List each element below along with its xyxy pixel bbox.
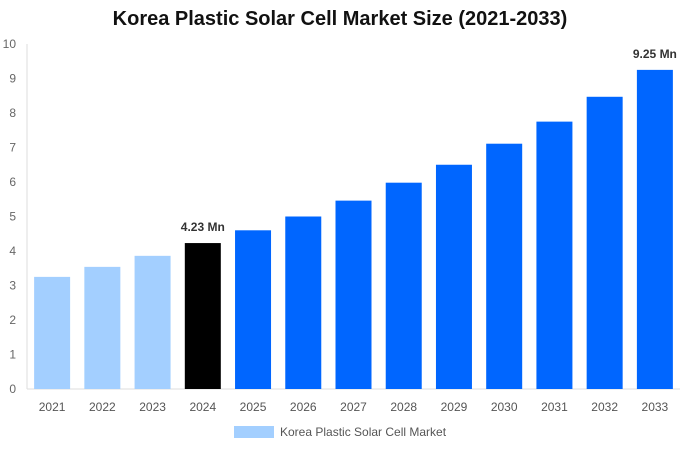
- y-tick-label: 2: [9, 313, 16, 327]
- y-tick-label: 0: [9, 382, 16, 396]
- y-tick-label: 1: [9, 348, 16, 362]
- x-tick-label: 2032: [591, 400, 618, 414]
- bar-2022[interactable]: [84, 266, 121, 389]
- bar-2032[interactable]: [586, 96, 623, 389]
- bar-2026[interactable]: [285, 216, 322, 390]
- x-tick-label: 2028: [390, 400, 417, 414]
- legend[interactable]: Korea Plastic Solar Cell Market: [234, 425, 446, 439]
- y-tick-label: 9: [9, 72, 16, 86]
- x-tick-label: 2029: [441, 400, 468, 414]
- chart-title: Korea Plastic Solar Cell Market Size (20…: [112, 8, 568, 30]
- y-tick-label: 10: [3, 37, 17, 51]
- legend-swatch: [234, 426, 274, 438]
- data-label: 9.25 Mn: [633, 47, 677, 61]
- x-tick-label: 2025: [240, 400, 267, 414]
- x-tick-label: 2030: [491, 400, 518, 414]
- y-tick-label: 5: [9, 210, 16, 224]
- y-tick-label: 6: [9, 175, 16, 189]
- x-tick-label: 2031: [541, 400, 568, 414]
- bar-2024[interactable]: [184, 243, 221, 389]
- x-tick-label: 2021: [39, 400, 66, 414]
- y-tick-label: 8: [9, 106, 16, 120]
- x-tick-label: 2023: [139, 400, 166, 414]
- x-tick-label: 2033: [642, 400, 669, 414]
- bar-2025[interactable]: [235, 230, 272, 389]
- bar-2033[interactable]: [636, 69, 673, 389]
- x-tick-label: 2024: [189, 400, 216, 414]
- legend-label: Korea Plastic Solar Cell Market: [280, 425, 447, 439]
- bar-2029[interactable]: [435, 164, 472, 389]
- bar-2021[interactable]: [34, 276, 71, 389]
- bar-2028[interactable]: [385, 182, 422, 389]
- bar-2027[interactable]: [335, 200, 372, 389]
- bar-2031[interactable]: [536, 121, 573, 389]
- y-tick-label: 3: [9, 279, 16, 293]
- x-tick-label: 2022: [89, 400, 116, 414]
- x-tick-label: 2027: [340, 400, 367, 414]
- y-tick-label: 4: [9, 244, 16, 258]
- x-tick-label: 2026: [290, 400, 317, 414]
- data-label: 4.23 Mn: [181, 220, 225, 234]
- bar-2023[interactable]: [134, 255, 171, 389]
- bar-2030[interactable]: [486, 143, 523, 389]
- y-tick-label: 7: [9, 141, 16, 155]
